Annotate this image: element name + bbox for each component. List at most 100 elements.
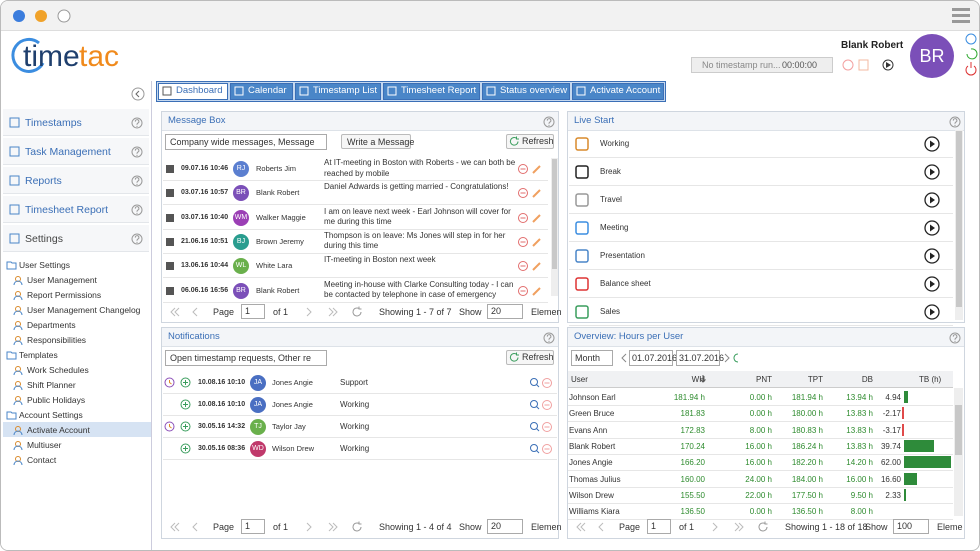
column-header[interactable]: TB (h)	[919, 375, 942, 384]
pager-refresh[interactable]	[757, 521, 769, 533]
approve-icon[interactable]	[180, 421, 191, 432]
filter-select[interactable]: Open timestamp requests, Other re	[165, 350, 327, 366]
tab[interactable]	[158, 83, 228, 100]
row-actions[interactable]	[529, 443, 553, 455]
help-icon[interactable]	[131, 204, 143, 216]
play-button[interactable]	[924, 304, 940, 320]
activity-label[interactable]: Working	[600, 139, 630, 148]
tree-item[interactable]: Work Schedules	[27, 365, 89, 375]
tab[interactable]	[230, 83, 293, 100]
pager-refresh[interactable]	[351, 521, 363, 533]
tree-item[interactable]: Activate Account	[27, 425, 90, 435]
column-header[interactable]: TPT	[807, 375, 823, 384]
pager-first[interactable]	[575, 521, 609, 533]
tree-item[interactable]: User Management Changelog	[27, 305, 141, 315]
pager-input[interactable]: 1	[241, 304, 265, 319]
tree-group[interactable]: Templates	[19, 350, 58, 360]
sidebar-section[interactable]	[3, 225, 149, 252]
row-actions[interactable]	[529, 377, 553, 389]
help-icon[interactable]	[131, 175, 143, 187]
help-icon[interactable]	[131, 233, 143, 245]
play-button[interactable]	[924, 164, 940, 180]
sidebar-section[interactable]	[3, 138, 149, 165]
collapse-button[interactable]	[131, 87, 145, 101]
pager-size[interactable]: 20	[487, 304, 523, 319]
tree-item[interactable]: Multiuser	[27, 440, 62, 450]
row-actions[interactable]	[517, 212, 543, 224]
tree-group[interactable]: Account Settings	[19, 410, 83, 420]
tree-item[interactable]: Contact	[27, 455, 57, 465]
activity-label[interactable]: Break	[600, 167, 621, 176]
period-select[interactable]: Month	[571, 350, 613, 366]
date-to[interactable]: 31.07.2016	[676, 350, 724, 366]
row-actions[interactable]	[529, 421, 553, 433]
tree-item[interactable]: Responsibilities	[27, 335, 87, 345]
tree-item[interactable]: User Management	[27, 275, 97, 285]
refresh-button[interactable]	[506, 134, 554, 149]
timer-value: 00:00:00	[782, 60, 818, 70]
tab[interactable]	[572, 83, 664, 100]
activity-label[interactable]: Presentation	[600, 251, 645, 260]
pager-first[interactable]	[169, 521, 203, 533]
user-avatar[interactable]: BR	[910, 34, 954, 78]
help-icon[interactable]	[543, 332, 555, 344]
tree-group[interactable]: User Settings	[19, 260, 71, 270]
help-icon[interactable]	[949, 332, 961, 344]
pager-refresh[interactable]	[351, 306, 363, 318]
tab[interactable]	[295, 83, 381, 100]
tab[interactable]	[383, 83, 480, 100]
activity-label[interactable]: Sales	[600, 307, 621, 316]
help-icon[interactable]	[949, 116, 961, 128]
pager-input[interactable]: 1	[241, 519, 265, 534]
tree-item[interactable]: Public Holidays	[27, 395, 86, 405]
column-header[interactable]: DB	[861, 375, 873, 384]
pager-next[interactable]	[305, 521, 339, 533]
pager-next[interactable]	[711, 521, 745, 533]
row-actions[interactable]	[517, 260, 543, 272]
menu-icon[interactable]	[951, 7, 971, 25]
activity-label[interactable]: Meeting	[600, 223, 629, 232]
column-header[interactable]: PNT	[756, 375, 772, 384]
play-button[interactable]	[924, 248, 940, 264]
row-actions[interactable]	[517, 285, 543, 297]
pager-size[interactable]: 20	[487, 519, 523, 534]
date-nav[interactable]	[618, 352, 738, 364]
column-header[interactable]: User	[571, 375, 588, 384]
help-icon[interactable]	[131, 146, 143, 158]
filter-select[interactable]: Company wide messages, Message	[165, 134, 327, 150]
tab[interactable]	[482, 83, 570, 100]
play-button[interactable]	[924, 192, 940, 208]
activity-label[interactable]: Balance sheet	[600, 279, 651, 288]
play-button[interactable]	[924, 136, 940, 152]
timer-box[interactable]: No timestamp run... 00:00:00	[691, 57, 833, 73]
tree-item[interactable]: Shift Planner	[27, 380, 76, 390]
approve-icon[interactable]	[180, 399, 191, 410]
pager-input[interactable]: 1	[647, 519, 671, 534]
activity-label[interactable]: Travel	[600, 195, 622, 204]
header-icons[interactable]	[964, 33, 978, 79]
sidebar-section[interactable]	[3, 196, 149, 223]
write-button[interactable]: Write a Message	[341, 134, 414, 149]
timer-icons[interactable]	[839, 57, 899, 73]
row-actions[interactable]	[517, 187, 543, 199]
row-actions[interactable]	[529, 399, 553, 411]
refresh-button[interactable]	[506, 350, 554, 365]
approve-icon[interactable]	[180, 377, 191, 388]
help-icon[interactable]	[543, 116, 555, 128]
row-divider	[569, 297, 953, 298]
tree-item[interactable]: Departments	[27, 320, 76, 330]
row-actions[interactable]	[517, 163, 543, 175]
tree-item[interactable]: Report Permissions	[27, 290, 102, 300]
sidebar-section[interactable]	[3, 167, 149, 194]
play-button[interactable]	[924, 220, 940, 236]
approve-icon[interactable]	[180, 443, 191, 454]
sidebar-section[interactable]	[3, 109, 149, 136]
help-icon[interactable]	[131, 117, 143, 129]
row-actions[interactable]	[517, 236, 543, 248]
date-from[interactable]: 01.07.2016	[629, 350, 677, 366]
pager-first[interactable]	[169, 306, 203, 318]
play-button[interactable]	[924, 276, 940, 292]
pager-next[interactable]	[305, 306, 339, 318]
pager-size[interactable]: 100	[893, 519, 929, 534]
column-header[interactable]: WH	[691, 375, 705, 384]
